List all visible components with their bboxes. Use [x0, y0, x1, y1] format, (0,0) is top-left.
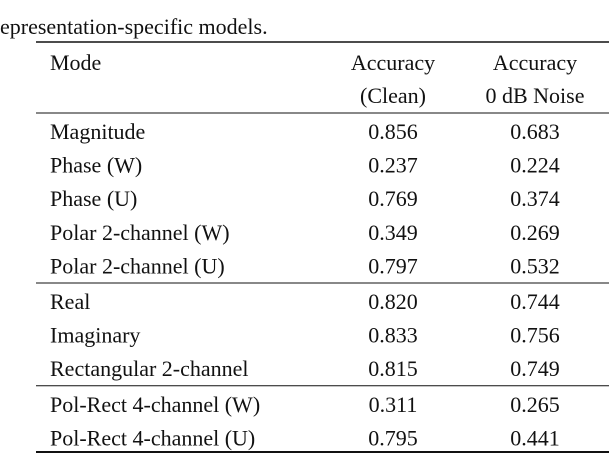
cell-value: 0.820 — [368, 289, 418, 314]
row-label: Polar 2-channel (U) — [50, 253, 225, 278]
row-label: Imaginary — [50, 323, 140, 348]
cell-value: 0.224 — [510, 153, 560, 178]
cell-value: 0.532 — [510, 253, 560, 278]
column-header: Accuracy — [351, 50, 435, 75]
row-label: Pol-Rect 4-channel (W) — [50, 392, 260, 417]
cell-value: 0.349 — [368, 220, 418, 245]
cell-value: 0.683 — [510, 119, 560, 144]
cell-value: 0.769 — [368, 186, 418, 211]
column-header: Accuracy — [493, 50, 577, 75]
cell-value: 0.269 — [510, 220, 560, 245]
cell-value: 0.744 — [510, 289, 560, 314]
row-label: Polar 2-channel (W) — [50, 220, 230, 245]
row-label: Phase (W) — [50, 153, 142, 178]
cell-value: 0.237 — [368, 153, 418, 178]
row-label: Phase (U) — [50, 186, 137, 211]
column-header: 0 dB Noise — [486, 83, 585, 108]
cell-value: 0.833 — [368, 323, 418, 348]
row-label: Real — [50, 289, 90, 314]
column-header: Mode — [50, 50, 101, 75]
row-label: Rectangular 2-channel — [50, 356, 249, 381]
cell-value: 0.265 — [510, 392, 560, 417]
cell-value: 0.795 — [368, 425, 418, 450]
cell-value: 0.856 — [368, 119, 418, 144]
cell-value: 0.797 — [368, 253, 418, 278]
cell-value: 0.749 — [510, 356, 560, 381]
cell-value: 0.756 — [510, 323, 560, 348]
cell-value: 0.311 — [369, 392, 418, 417]
row-label: Pol-Rect 4-channel (U) — [50, 425, 255, 450]
row-label: Magnitude — [50, 119, 145, 144]
cell-value: 0.374 — [510, 186, 560, 211]
cell-value: 0.815 — [368, 356, 418, 381]
caption: epresentation-specific models. — [0, 14, 268, 39]
column-header: (Clean) — [360, 83, 426, 108]
cell-value: 0.441 — [510, 425, 560, 450]
